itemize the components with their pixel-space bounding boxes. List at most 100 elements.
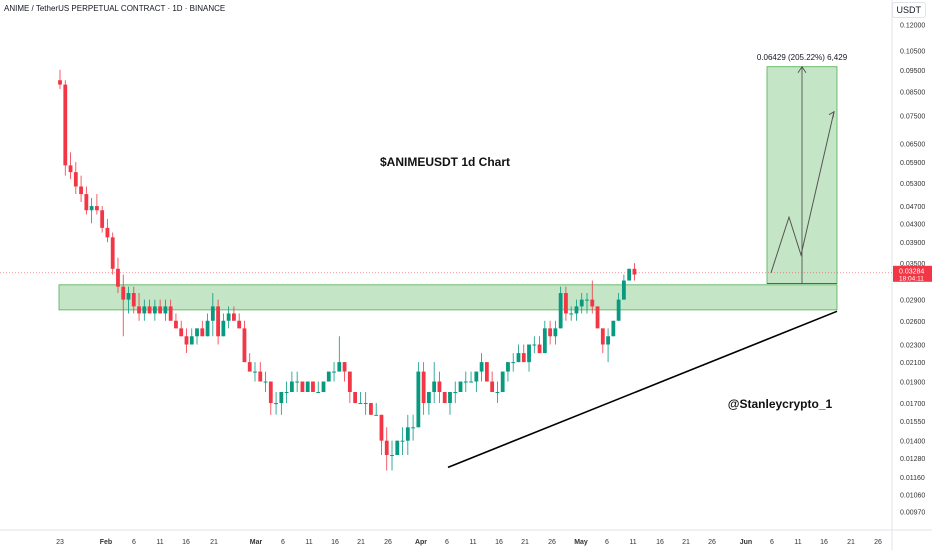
candle-body[interactable]: [458, 381, 463, 392]
candle-body[interactable]: [210, 306, 215, 321]
candle-body[interactable]: [395, 440, 400, 456]
candle-body[interactable]: [242, 328, 247, 363]
candle-body[interactable]: [442, 391, 447, 404]
candle-body[interactable]: [516, 353, 521, 363]
candle-body[interactable]: [437, 381, 442, 392]
candle-body[interactable]: [274, 403, 278, 405]
candle-body[interactable]: [205, 320, 210, 337]
candle-body[interactable]: [216, 306, 220, 337]
candle-body[interactable]: [585, 299, 589, 301]
candle-body[interactable]: [611, 320, 616, 337]
candle-body[interactable]: [295, 381, 300, 383]
candle-body[interactable]: [300, 381, 305, 392]
candle-body[interactable]: [126, 293, 131, 300]
candle-body[interactable]: [421, 371, 426, 404]
candle-body[interactable]: [200, 328, 205, 337]
candle-body[interactable]: [131, 293, 136, 307]
candle-body[interactable]: [558, 293, 563, 329]
candle-body[interactable]: [353, 391, 358, 404]
candle-body[interactable]: [342, 362, 347, 372]
candle-body[interactable]: [289, 381, 294, 392]
candle-body[interactable]: [247, 362, 252, 372]
candle-body[interactable]: [147, 306, 152, 314]
candle-body[interactable]: [174, 320, 178, 329]
candle-body[interactable]: [279, 391, 284, 404]
candle-body[interactable]: [632, 268, 637, 275]
candle-body[interactable]: [195, 328, 199, 337]
candle-body[interactable]: [68, 165, 73, 173]
candle-body[interactable]: [532, 344, 537, 346]
candle-body[interactable]: [416, 371, 421, 428]
candle-body[interactable]: [579, 299, 584, 307]
candle-body[interactable]: [542, 328, 547, 354]
candle-body[interactable]: [305, 381, 310, 392]
candle-body[interactable]: [621, 280, 626, 300]
candle-body[interactable]: [268, 381, 273, 404]
candle-body[interactable]: [116, 268, 120, 287]
candle-body[interactable]: [332, 371, 336, 373]
candle-body[interactable]: [263, 381, 268, 383]
current-price-badge[interactable]: [893, 265, 932, 282]
candle-body[interactable]: [158, 306, 163, 314]
candle-body[interactable]: [284, 391, 289, 393]
candle-body[interactable]: [569, 313, 574, 315]
candle-body[interactable]: [527, 344, 531, 363]
candle-body[interactable]: [553, 328, 558, 337]
candle-body[interactable]: [469, 381, 473, 383]
candle-body[interactable]: [511, 362, 516, 364]
candle-body[interactable]: [184, 336, 189, 345]
candle-body[interactable]: [479, 362, 484, 372]
candle-body[interactable]: [500, 371, 505, 392]
candle-body[interactable]: [168, 306, 173, 321]
candle-body[interactable]: [358, 403, 363, 405]
candle-body[interactable]: [600, 328, 605, 345]
candle-body[interactable]: [390, 455, 394, 457]
candle-body[interactable]: [58, 80, 62, 85]
candle-body[interactable]: [506, 362, 510, 372]
candle-body[interactable]: [627, 268, 632, 281]
candle-body[interactable]: [163, 306, 168, 314]
candle-body[interactable]: [337, 362, 342, 372]
currency-label[interactable]: USDT: [891, 2, 926, 18]
candle-body[interactable]: [258, 371, 263, 382]
candle-body[interactable]: [73, 172, 78, 187]
candle-body[interactable]: [363, 403, 368, 405]
candle-body[interactable]: [152, 306, 157, 314]
support-zone[interactable]: [58, 284, 838, 311]
candle-body[interactable]: [226, 313, 231, 321]
candle-body[interactable]: [564, 293, 568, 314]
candle-body[interactable]: [79, 186, 83, 195]
candle-body[interactable]: [490, 381, 495, 392]
candle-body[interactable]: [384, 440, 389, 456]
candle-body[interactable]: [595, 306, 600, 329]
candle-body[interactable]: [347, 371, 352, 392]
candle-body[interactable]: [63, 84, 68, 166]
candle-body[interactable]: [590, 299, 595, 307]
candle-body[interactable]: [453, 391, 458, 393]
candle-body[interactable]: [474, 371, 479, 382]
candle-body[interactable]: [321, 381, 326, 392]
candle-body[interactable]: [616, 299, 621, 321]
candle-body[interactable]: [311, 381, 315, 392]
projection-path[interactable]: [770, 111, 835, 273]
candle-body[interactable]: [84, 194, 89, 211]
candle-body[interactable]: [369, 403, 373, 415]
candle-body[interactable]: [548, 328, 553, 337]
candle-body[interactable]: [379, 414, 384, 441]
candle-body[interactable]: [326, 371, 331, 382]
candle-body[interactable]: [253, 371, 257, 373]
candle-body[interactable]: [521, 353, 526, 363]
candle-body[interactable]: [100, 210, 105, 228]
candle-body[interactable]: [189, 336, 194, 345]
candle-body[interactable]: [463, 381, 468, 383]
candle-body[interactable]: [221, 320, 226, 337]
candle-body[interactable]: [232, 313, 236, 321]
candle-body[interactable]: [179, 328, 184, 337]
candle-body[interactable]: [121, 286, 126, 300]
candle-body[interactable]: [537, 344, 542, 354]
candle-body[interactable]: [374, 414, 379, 416]
candle-body[interactable]: [432, 381, 437, 392]
candle-body[interactable]: [484, 362, 489, 382]
candle-body[interactable]: [448, 391, 452, 404]
